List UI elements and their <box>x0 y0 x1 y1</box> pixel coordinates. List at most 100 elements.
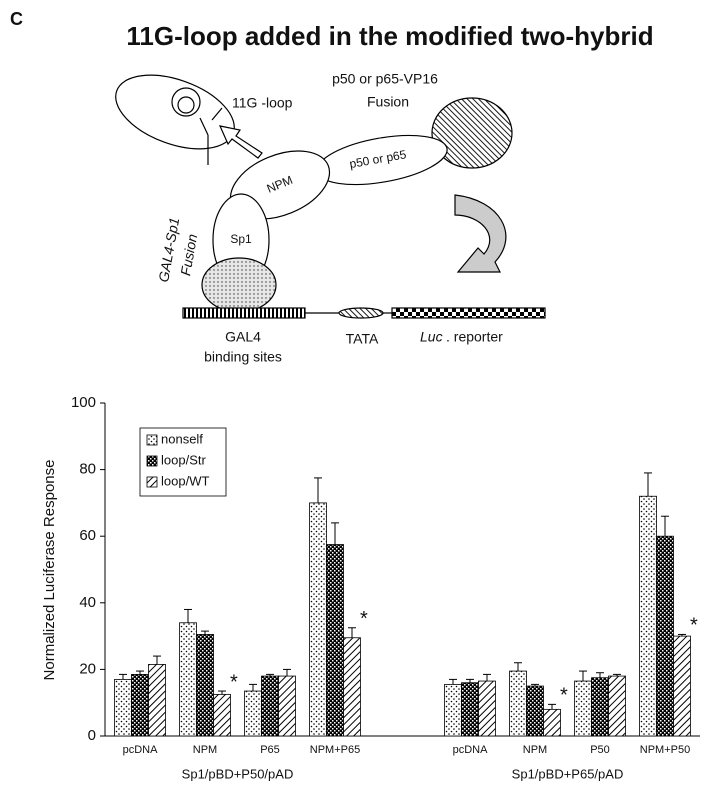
figure-title: 11G-loop added in the modified two-hybri… <box>126 21 653 51</box>
bar <box>478 680 496 737</box>
curved-arrow <box>454 194 507 273</box>
diagram-label: Fusion <box>367 94 409 110</box>
bar <box>114 678 132 737</box>
bar <box>244 690 262 737</box>
bar <box>656 535 674 737</box>
diagram-label: . reporter <box>446 329 503 345</box>
error-bar <box>119 673 127 680</box>
diagram-label: TATA <box>346 331 379 347</box>
bar <box>213 693 231 737</box>
error-bar <box>201 630 209 635</box>
bar <box>196 634 214 737</box>
error-bar <box>531 683 539 687</box>
diagram-label: Luc <box>420 329 443 345</box>
y-axis-label: Normalized Luciferase Response <box>41 460 58 681</box>
gal4-dbd <box>201 257 277 313</box>
x-tick-label: pcDNA <box>453 744 489 756</box>
error-bar <box>348 627 356 638</box>
bar <box>639 495 657 737</box>
legend-swatch <box>146 455 158 467</box>
error-bar <box>548 703 556 710</box>
error-bar <box>153 655 161 665</box>
reporter-gene <box>391 307 546 319</box>
bar <box>461 682 479 737</box>
legend-label: nonself <box>161 431 203 446</box>
diagram-label: binding sites <box>204 349 282 365</box>
error-bar <box>136 670 144 675</box>
y-tick-label: 100 <box>71 394 96 411</box>
diagram-label: GAL4 <box>225 329 261 345</box>
legend-label: loop/WT <box>161 473 209 488</box>
bar <box>326 544 344 737</box>
bar <box>148 664 166 737</box>
x-tick-label: NPM <box>193 744 217 756</box>
error-bar <box>249 683 257 692</box>
bar <box>444 683 462 737</box>
legend-swatch <box>146 434 158 446</box>
bar <box>343 637 361 737</box>
x-tick-label: P50 <box>590 744 610 756</box>
significance-mark: * <box>690 615 698 637</box>
bar <box>673 635 691 737</box>
error-bar <box>596 672 604 678</box>
error-bar <box>466 678 474 683</box>
group-label: Sp1/pBD+P65/pAD <box>512 766 624 781</box>
bar <box>591 677 609 737</box>
error-bar <box>266 673 274 677</box>
bar <box>608 675 626 737</box>
bar-chart: 0 20 40 60 80 100 pcDNA NPM * P65 NPM+P65 * pcDNA NPM… <box>71 394 700 781</box>
arrow <box>218 125 263 159</box>
x-tick-label: pcDNA <box>123 744 159 756</box>
error-bar <box>184 608 192 623</box>
diagram-label: 11G -loop <box>232 95 293 111</box>
error-bar <box>218 690 226 695</box>
error-bar <box>283 668 291 677</box>
bar <box>309 502 327 737</box>
x-tick-label: NPM+P50 <box>640 744 690 756</box>
x-tick-label: NPM <box>523 744 547 756</box>
y-tick-label: 0 <box>88 727 96 744</box>
gal4-sites <box>182 307 306 319</box>
bar <box>574 680 592 737</box>
error-bar <box>579 670 587 682</box>
error-bar <box>613 673 621 677</box>
x-tick-label: P65 <box>260 744 280 756</box>
error-bar <box>678 633 686 637</box>
error-bar <box>644 472 652 497</box>
loop-inner <box>177 96 195 114</box>
bar <box>543 708 561 737</box>
panel-label: C <box>10 9 23 29</box>
bar <box>526 685 544 737</box>
bar <box>261 675 279 737</box>
bar <box>509 670 527 737</box>
legend-swatch <box>146 476 158 488</box>
error-bar <box>449 678 457 685</box>
tata-box <box>338 307 384 319</box>
bar <box>179 622 197 737</box>
significance-mark: * <box>360 608 368 630</box>
loop-stem <box>199 107 223 165</box>
diagram-label: p50 or p65-VP16 <box>332 71 438 87</box>
significance-mark: * <box>560 685 568 707</box>
diagram-label: Sp1 <box>230 232 252 246</box>
error-bar <box>331 522 339 545</box>
x-tick-label: NPM+P65 <box>310 744 360 756</box>
bar <box>278 675 296 737</box>
error-bar <box>314 477 322 503</box>
vp16 <box>431 97 513 169</box>
error-bar <box>514 662 522 672</box>
error-bar <box>483 673 491 682</box>
bar <box>131 673 149 737</box>
y-tick-label: 40 <box>79 594 96 611</box>
significance-mark: * <box>230 671 238 693</box>
legend-label: loop/Str <box>161 452 206 467</box>
loop-outline <box>115 74 235 150</box>
group-label: Sp1/pBD+P50/pAD <box>182 766 294 781</box>
error-bar <box>661 515 669 537</box>
y-tick-label: 80 <box>79 461 96 478</box>
diagram-label: Fusion <box>177 232 200 276</box>
diagram <box>115 74 546 319</box>
y-tick-label: 20 <box>79 660 96 677</box>
y-tick-label: 60 <box>79 527 96 544</box>
